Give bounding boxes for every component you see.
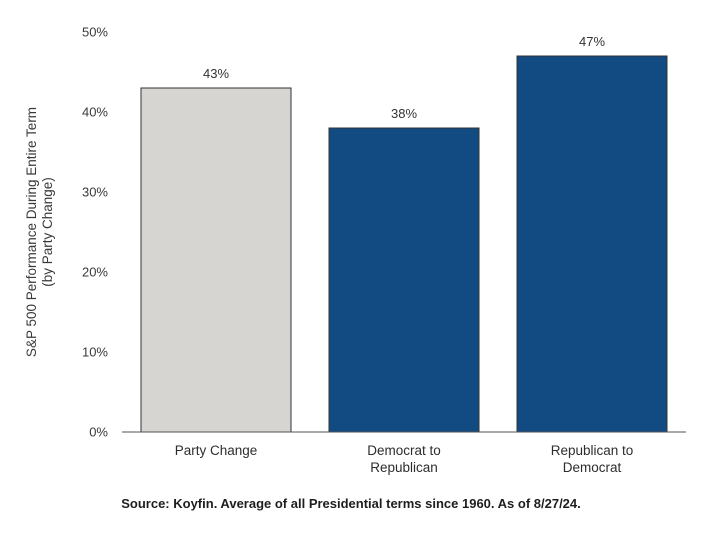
x-tick-label-line: Republican	[370, 460, 438, 475]
x-tick-label: Party Change	[175, 443, 258, 458]
x-tick-label-line: Democrat	[563, 460, 622, 475]
source-note: Source: Koyfin. Average of all President…	[121, 496, 581, 511]
x-tick-label-line: Party Change	[175, 443, 258, 458]
y-tick-label: 40%	[82, 105, 108, 120]
x-tick-label: Democrat to Republican	[367, 443, 441, 475]
x-tick-label-line: Republican to	[551, 443, 634, 458]
bar	[140, 87, 292, 433]
x-tick-label-line: Democrat to	[367, 443, 441, 458]
y-tick-label: 0%	[89, 425, 108, 440]
y-axis-title-line: S&P 500 Performance During Entire Term	[24, 107, 39, 357]
y-tick-label: 50%	[82, 25, 108, 40]
bar	[516, 55, 668, 433]
y-axis-title: S&P 500 Performance During Entire Term(b…	[24, 107, 55, 357]
y-axis-title-line: (by Party Change)	[40, 177, 55, 287]
y-tick-label: 20%	[82, 265, 108, 280]
bar	[328, 127, 480, 433]
data-label: 47%	[579, 34, 605, 49]
data-label: 38%	[391, 106, 417, 121]
y-tick-label: 30%	[82, 185, 108, 200]
y-tick-label: 10%	[82, 345, 108, 360]
x-tick-label: Republican to Democrat	[551, 443, 634, 475]
data-label: 43%	[203, 66, 229, 81]
